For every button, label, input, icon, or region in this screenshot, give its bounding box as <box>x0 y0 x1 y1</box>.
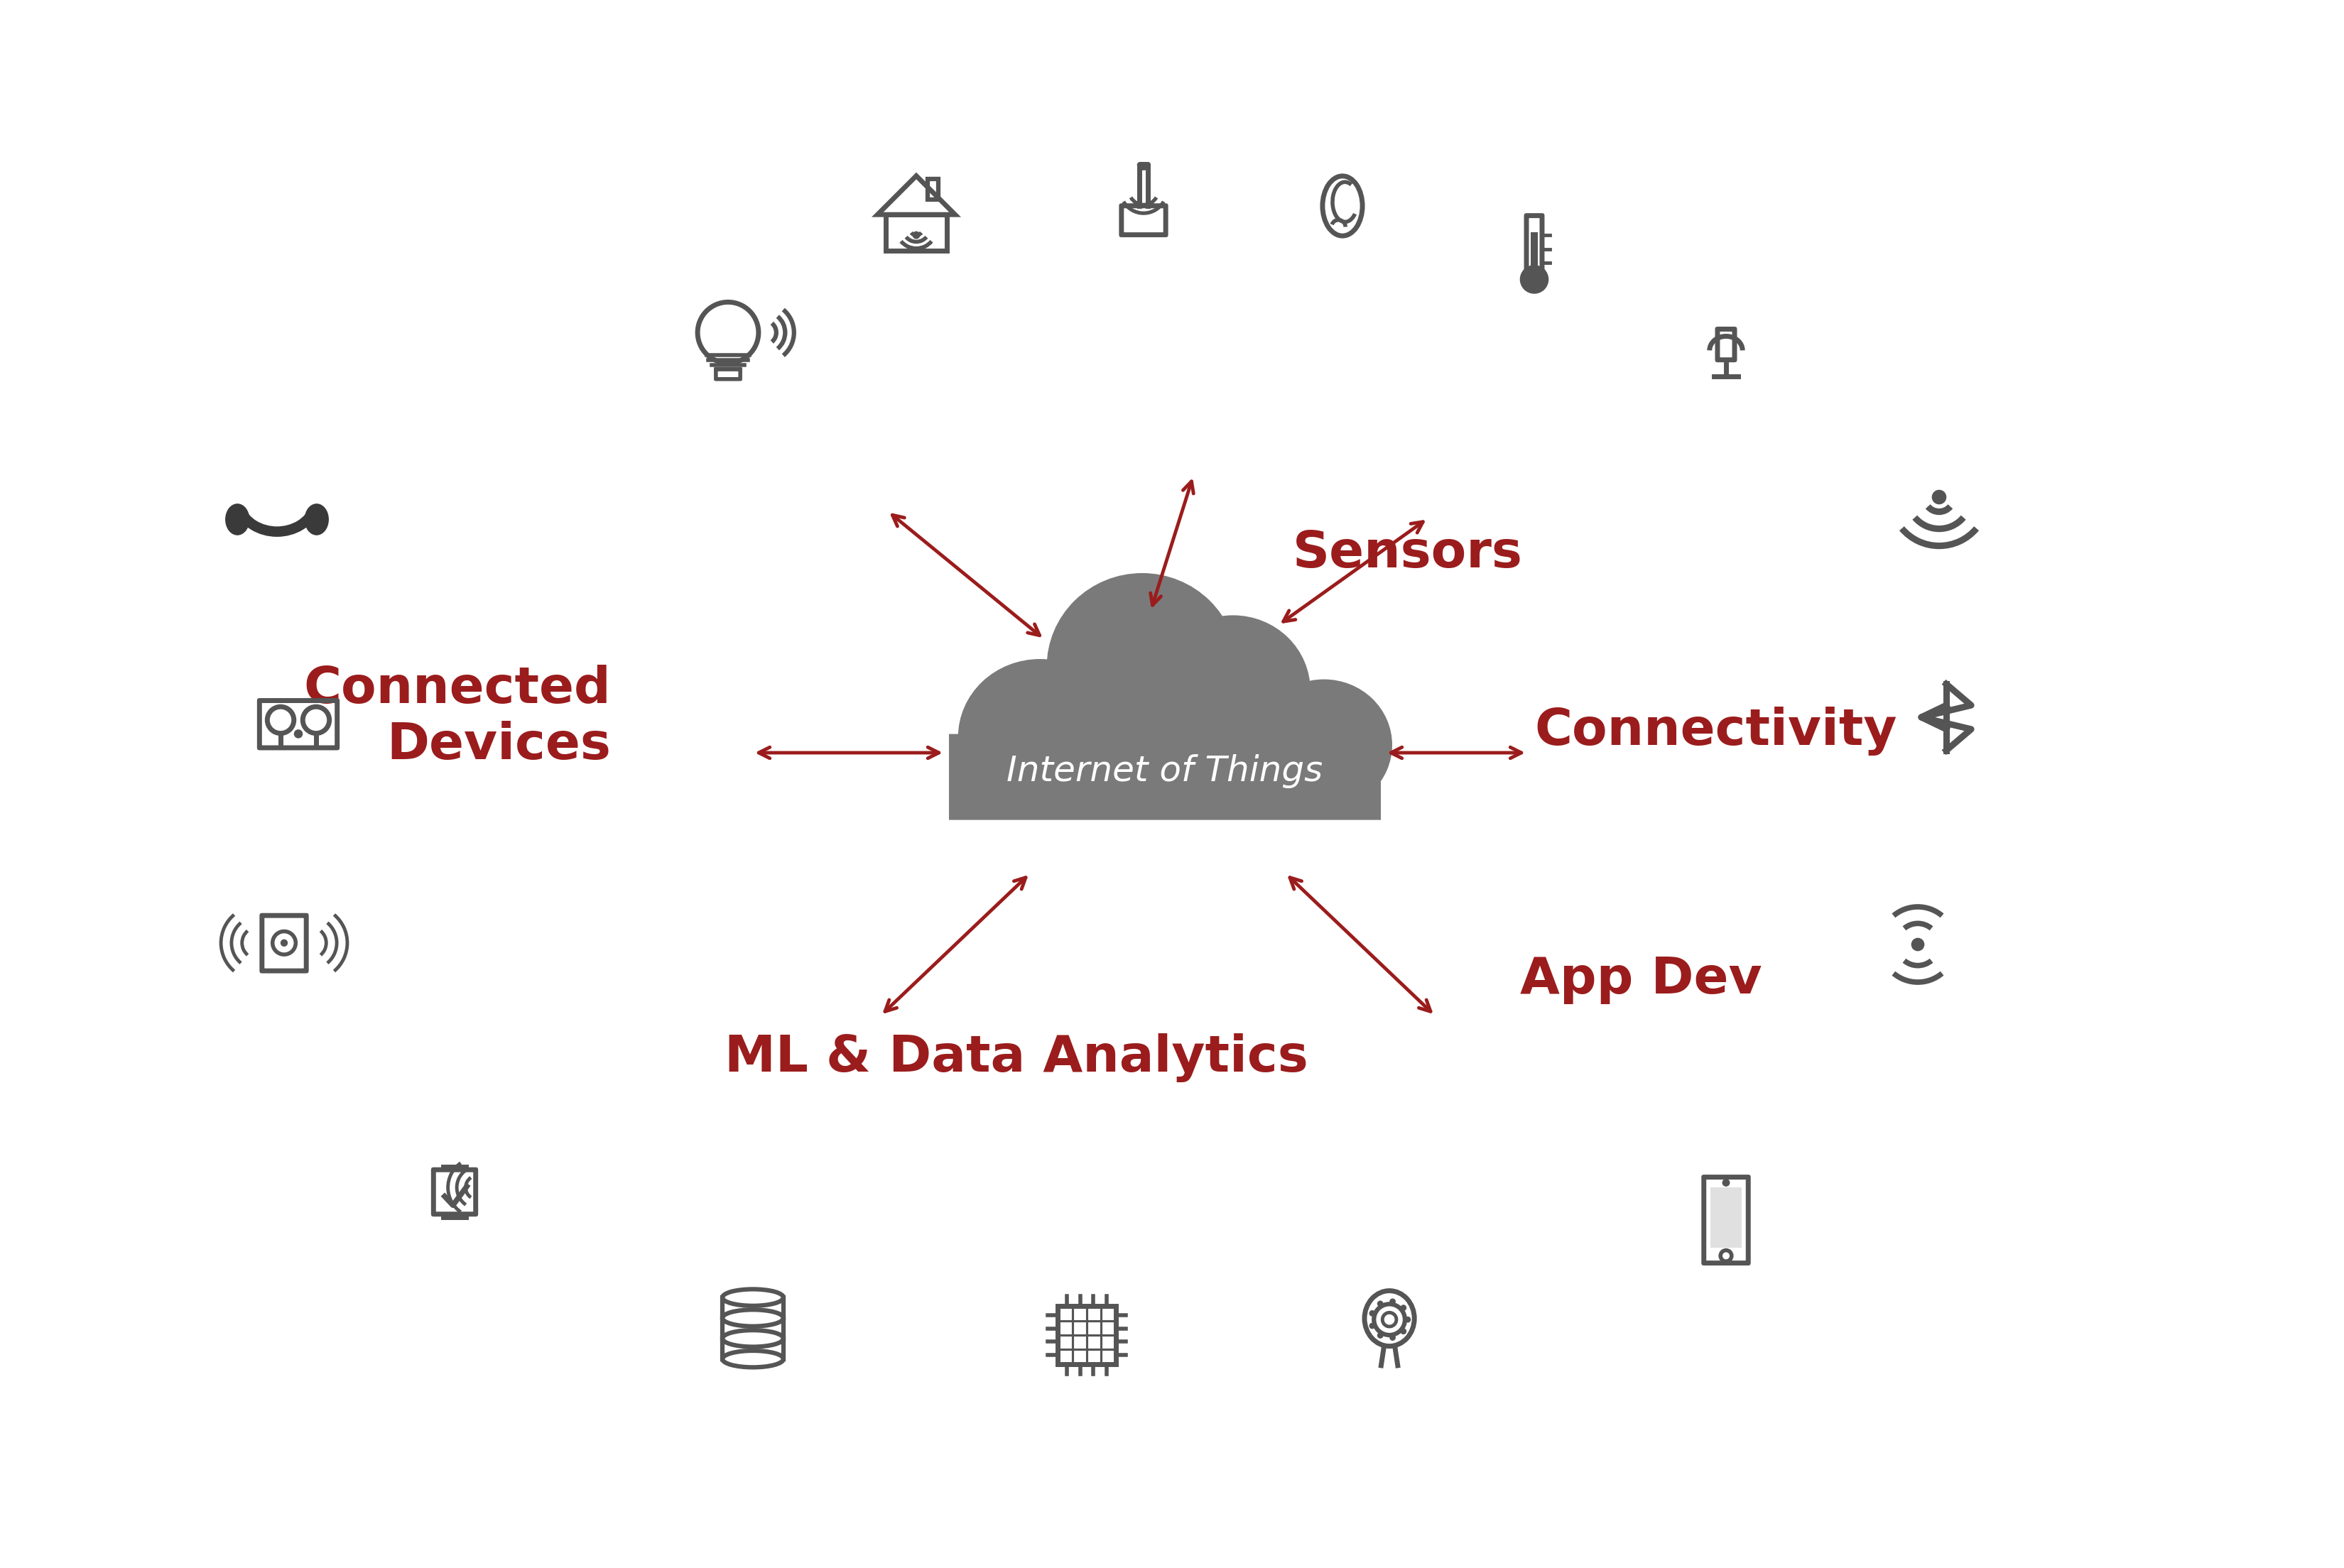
Ellipse shape <box>1048 572 1238 760</box>
Bar <box>1711 1187 1742 1248</box>
FancyBboxPatch shape <box>949 734 1381 820</box>
Circle shape <box>1399 1305 1406 1311</box>
Text: Sensors: Sensors <box>1294 530 1524 579</box>
Bar <box>1057 1306 1116 1364</box>
Bar <box>928 179 938 199</box>
Circle shape <box>1399 1328 1406 1334</box>
Circle shape <box>912 230 921 238</box>
Ellipse shape <box>1156 615 1310 765</box>
Circle shape <box>1369 1323 1376 1330</box>
Circle shape <box>1723 1179 1730 1187</box>
Bar <box>886 215 947 251</box>
Circle shape <box>281 939 288 947</box>
Ellipse shape <box>225 503 248 535</box>
Text: App Dev: App Dev <box>1519 955 1763 1005</box>
Circle shape <box>1519 265 1549 293</box>
Text: Connected
Devices: Connected Devices <box>302 665 612 770</box>
Circle shape <box>1369 1311 1376 1317</box>
Circle shape <box>1910 938 1924 952</box>
Circle shape <box>1378 1300 1383 1306</box>
Circle shape <box>1390 1334 1395 1341</box>
Text: ML & Data Analytics: ML & Data Analytics <box>724 1033 1308 1082</box>
Ellipse shape <box>959 659 1123 815</box>
Text: Connectivity: Connectivity <box>1535 707 1896 756</box>
Circle shape <box>1390 1298 1395 1305</box>
Text: Internet of Things: Internet of Things <box>1008 754 1322 789</box>
Ellipse shape <box>1256 679 1392 811</box>
Circle shape <box>293 729 302 739</box>
Ellipse shape <box>305 503 328 535</box>
Circle shape <box>1378 1333 1383 1339</box>
Circle shape <box>1931 489 1946 505</box>
Bar <box>1531 232 1538 274</box>
Circle shape <box>1404 1317 1411 1323</box>
